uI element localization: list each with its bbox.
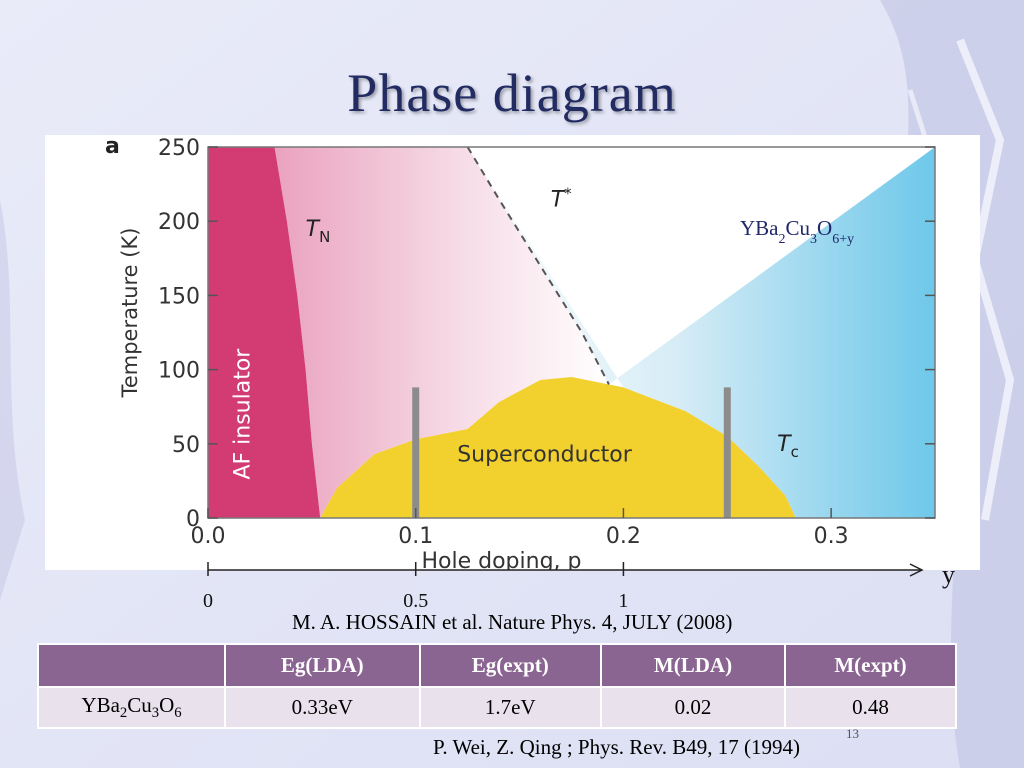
table-cell: 1.7eV: [418, 686, 602, 729]
x-tick-label: 0.0: [191, 524, 226, 549]
table-header-cell: M(LDA): [599, 643, 787, 688]
slide-title: Phase diagram: [347, 63, 677, 123]
table-header-row: Eg(LDA) Eg(expt) M(LDA) M(expt): [37, 643, 957, 688]
table-header-cell: Eg(expt): [418, 643, 602, 688]
y-tick-label: 100: [158, 359, 200, 384]
properties-table: Eg(LDA) Eg(expt) M(LDA) M(expt) YBa2Cu3O…: [37, 643, 957, 729]
table-header-cell: [37, 643, 226, 688]
panel-label: a: [105, 135, 120, 159]
figure-reference: M. A. HOSSAIN et al. Nature Phys. 4, JUL…: [292, 610, 733, 634]
y-axis-name: y: [942, 560, 955, 589]
x-tick-label: 0.2: [606, 524, 641, 549]
x-tick-label: 0.3: [814, 524, 849, 549]
phase-diagram-chart: 0 50 100 150 200 250 0.0 0.1 0.2 0.3 Hole doping, …: [45, 135, 980, 570]
af-insulator-region: [208, 147, 321, 518]
table-cell: 0.33eV: [224, 686, 421, 729]
superconductor-label: Superconductor: [457, 443, 633, 468]
overdoped-region: [467, 147, 935, 518]
y-tick-label: 0: [186, 507, 200, 532]
table-row: YBa2Cu3O6 0.33eV 1.7eV 0.02 0.48: [37, 686, 957, 729]
y-tick-label: 50: [172, 433, 200, 458]
superconductor-dome: [320, 377, 796, 518]
y-axis-arrow: [909, 563, 924, 577]
temperature-annotation: TN: [306, 217, 331, 246]
y-tick-label: 200: [158, 210, 200, 235]
x-axis-label: Hole doping, p: [421, 549, 581, 570]
table-header-cell: M(expt): [784, 643, 957, 688]
t-star-line: [466, 146, 610, 385]
compound-cell: YBa2Cu3O6: [37, 686, 226, 729]
compound-label: YBa2Cu3O6+y: [740, 216, 854, 247]
page-number: 13: [846, 726, 859, 741]
doping-y-axis: y 0 0.5 1: [203, 560, 955, 612]
table-header-cell: Eg(LDA): [224, 643, 421, 688]
plot-frame: [207, 146, 936, 519]
table-cell: 0.02: [599, 686, 787, 729]
y-tick-label: 150: [158, 284, 200, 309]
af-insulator-label: AF insulator: [231, 348, 256, 480]
y-axis-label: Temperature (K): [118, 228, 142, 399]
y-tick-label: 250: [158, 136, 200, 161]
y-axis-tick-label: 1: [618, 590, 628, 612]
pseudogap-region: [274, 147, 609, 518]
y-axis-tick-label: 0: [203, 590, 213, 612]
y-axis-tick-label: 0.5: [403, 590, 428, 612]
table-cell: 0.48: [784, 686, 957, 729]
x-tick-label: 0.1: [398, 524, 433, 549]
table-reference: P. Wei, Z. Qing ; Phys. Rev. B49, 17 (19…: [433, 735, 800, 759]
